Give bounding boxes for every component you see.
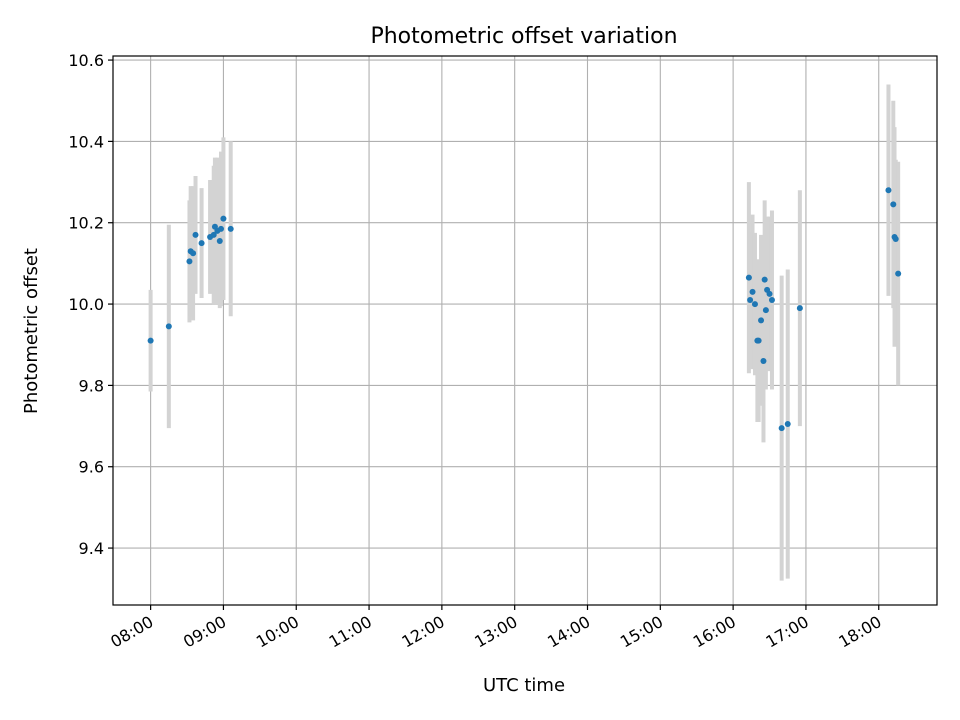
data-point: [186, 258, 193, 265]
data-point: [227, 225, 234, 232]
data-point: [768, 297, 775, 303]
data-point: [220, 215, 227, 222]
data-point: [755, 337, 762, 344]
data-point: [190, 250, 197, 257]
data-point: [895, 270, 902, 277]
y-tick-label: 10.6: [68, 51, 104, 70]
data-point: [885, 187, 892, 194]
data-point: [890, 201, 897, 208]
plot-frame: [112, 55, 938, 606]
data-point: [796, 305, 803, 312]
data-point: [747, 297, 754, 303]
data-point: [751, 301, 758, 308]
data-point: [760, 358, 767, 364]
data-point: [192, 231, 199, 238]
data-point: [165, 323, 172, 330]
data-point: [745, 274, 752, 281]
data-point: [218, 225, 225, 232]
data-point: [761, 276, 768, 283]
data-point: [749, 288, 756, 295]
data-point: [784, 421, 791, 428]
data-point: [762, 307, 769, 314]
y-tick-label: 9.6: [79, 458, 104, 477]
data-point: [147, 337, 154, 344]
data-point: [766, 290, 773, 297]
data-point: [198, 240, 205, 247]
data-point: [210, 231, 217, 238]
y-tick-label: 9.8: [79, 376, 104, 395]
points-layer: [147, 187, 902, 432]
chart-title: Photometric offset variation: [370, 24, 677, 49]
x-axis-label: UTC time: [483, 675, 565, 696]
y-tick-label: 10.2: [68, 214, 104, 233]
data-point: [892, 236, 899, 242]
data-point: [778, 425, 785, 432]
data-point: [758, 317, 765, 324]
data-point: [216, 238, 223, 245]
y-tick-layer: 9.4 9.6 9.8 10.0 10.2 10.4 10.6: [68, 51, 113, 558]
y-tick-label: 10.4: [68, 132, 104, 151]
y-axis-label: Photometric offset: [21, 248, 42, 414]
y-tick-label: 9.4: [79, 539, 104, 558]
y-tick-label: 10.0: [68, 295, 104, 314]
